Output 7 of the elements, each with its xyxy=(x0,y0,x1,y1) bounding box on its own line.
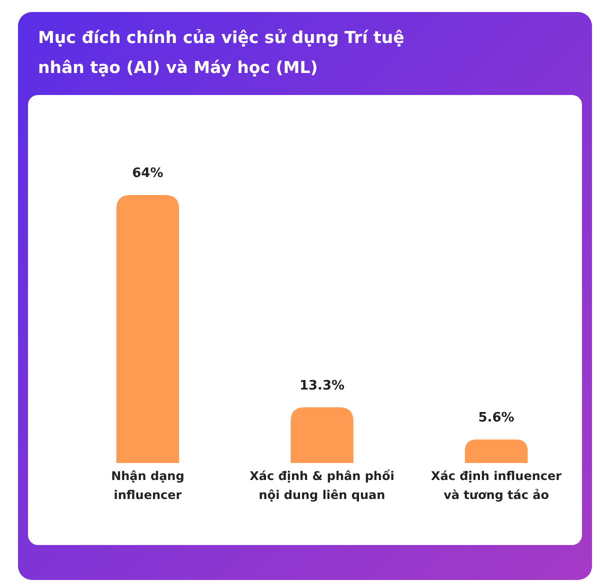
chart-title: Mục đích chính của việc sử dụng Trí tuệ nhân tạo (AI) và Máy học (ML) xyxy=(38,28,404,77)
data-label: 64% xyxy=(132,166,164,181)
x-tick-label: Xác định influencer và tương tác ảo xyxy=(431,469,562,502)
data-label: 13.3% xyxy=(299,378,345,394)
data-label: 5.6% xyxy=(478,410,514,426)
x-tick-label: Nhận dạng influencer xyxy=(111,469,184,502)
x-tick-label: Xác định & phân phối nội dung liên quan xyxy=(250,469,394,502)
